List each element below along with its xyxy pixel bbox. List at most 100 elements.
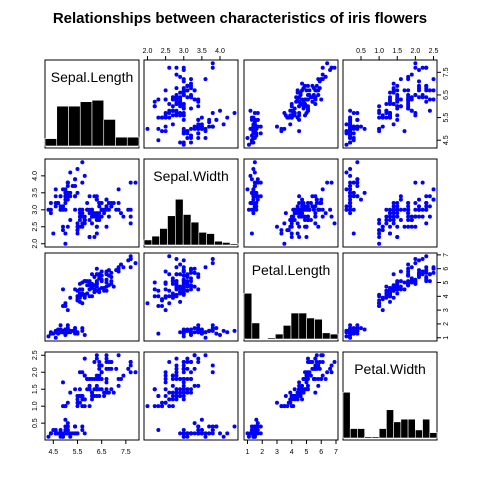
- scatter-point: [395, 88, 400, 93]
- scatter-point: [63, 303, 68, 308]
- scatter-point: [77, 370, 82, 375]
- scatter-point: [417, 268, 422, 273]
- scatter-point: [218, 431, 223, 436]
- scatter-point: [185, 272, 190, 277]
- scatter-point: [332, 221, 337, 226]
- scatter-point: [128, 370, 133, 375]
- scatter-point: [406, 95, 411, 100]
- scatter-point: [152, 404, 157, 409]
- scatter-point: [254, 201, 259, 205]
- scatter-point: [170, 108, 175, 113]
- scatter-point: [210, 261, 215, 266]
- scatter-point: [170, 295, 175, 300]
- scatter-point: [380, 224, 385, 229]
- scatter-point: [420, 180, 425, 185]
- scatter-point: [258, 180, 263, 185]
- scatter-point: [307, 370, 312, 375]
- scatter-point: [159, 115, 164, 120]
- scatter-point: [391, 90, 396, 95]
- scatter-point: [218, 332, 223, 337]
- scatter-point: [181, 380, 186, 385]
- scatter-point: [252, 204, 257, 209]
- scatter-point: [203, 330, 208, 335]
- scatter-point: [398, 194, 403, 199]
- scatter-point: [181, 334, 186, 339]
- scatter-point: [377, 221, 382, 226]
- scatter-point: [307, 360, 312, 365]
- scatter-point: [90, 221, 94, 226]
- scatter-point: [163, 377, 168, 382]
- scatter-point: [58, 194, 63, 199]
- scatter-point: [282, 126, 287, 131]
- scatter-point: [391, 204, 396, 209]
- histogram-bar: [222, 242, 231, 246]
- scatter-point: [189, 377, 193, 382]
- diagonal-label: Petal.Length: [252, 262, 331, 278]
- scatter-point: [391, 86, 396, 91]
- scatter-point: [192, 284, 197, 289]
- scatter-point: [314, 353, 319, 358]
- scatter-point: [395, 117, 400, 122]
- scatter-point: [388, 211, 392, 216]
- scatter-point: [181, 273, 186, 278]
- scatter-point: [75, 397, 80, 402]
- scatter-point: [298, 390, 303, 395]
- scatter-point: [232, 328, 237, 333]
- scatter-point: [348, 187, 353, 192]
- scatter-point: [245, 187, 250, 192]
- tick-label: 2.5: [161, 48, 171, 55]
- scatter-point: [189, 370, 193, 375]
- scatter-point: [92, 394, 97, 398]
- scatter-point: [316, 77, 321, 82]
- scatter-point: [196, 135, 201, 140]
- scatter-point: [377, 301, 382, 306]
- scatter-point: [128, 360, 133, 365]
- scatter-point: [85, 201, 90, 205]
- scatter-point: [214, 117, 219, 122]
- scatter-point: [104, 197, 109, 202]
- scatter-point: [295, 115, 300, 120]
- scatter-point: [303, 113, 308, 118]
- scatter-point: [80, 328, 85, 333]
- scatter-point: [297, 383, 302, 388]
- scatter-point: [65, 400, 70, 405]
- scatter-point: [320, 360, 325, 365]
- scatter-point: [310, 83, 315, 88]
- scatter-point: [82, 221, 87, 226]
- histogram-bar: [175, 198, 184, 246]
- histogram-bar: [329, 333, 339, 340]
- scatter-point: [413, 92, 418, 97]
- scatter-point: [185, 434, 190, 439]
- scatter-point: [87, 404, 92, 409]
- scatter-point: [377, 234, 382, 239]
- scatter-point: [348, 108, 353, 113]
- scatter-point: [251, 201, 256, 205]
- scatter-point: [424, 88, 429, 93]
- scatter-point: [80, 326, 85, 331]
- scatter-point: [395, 224, 400, 229]
- tick-label: 4: [290, 449, 294, 456]
- scatter-point: [90, 390, 94, 395]
- scatter-point: [80, 301, 85, 306]
- scatter-point: [192, 353, 197, 358]
- scatter-point: [104, 380, 109, 385]
- scatter-point: [311, 207, 316, 212]
- scatter-point: [424, 268, 429, 273]
- scatter-point: [348, 204, 353, 209]
- scatter-point: [133, 261, 138, 266]
- scatter-point: [424, 201, 429, 205]
- scatter-point: [395, 287, 400, 292]
- scatter-point: [167, 397, 172, 402]
- scatter-point: [97, 201, 102, 205]
- scatter-point: [167, 272, 172, 277]
- scatter-point: [63, 207, 68, 212]
- scatter-point: [406, 214, 411, 219]
- histogram-bar: [322, 332, 331, 340]
- scatter-point: [391, 221, 396, 226]
- scatter-point: [181, 397, 186, 402]
- scatter-point: [402, 207, 407, 212]
- scatter-point: [87, 194, 92, 199]
- histogram-bar: [126, 136, 140, 147]
- scatter-point: [189, 77, 193, 82]
- tick-label: 1: [246, 449, 250, 456]
